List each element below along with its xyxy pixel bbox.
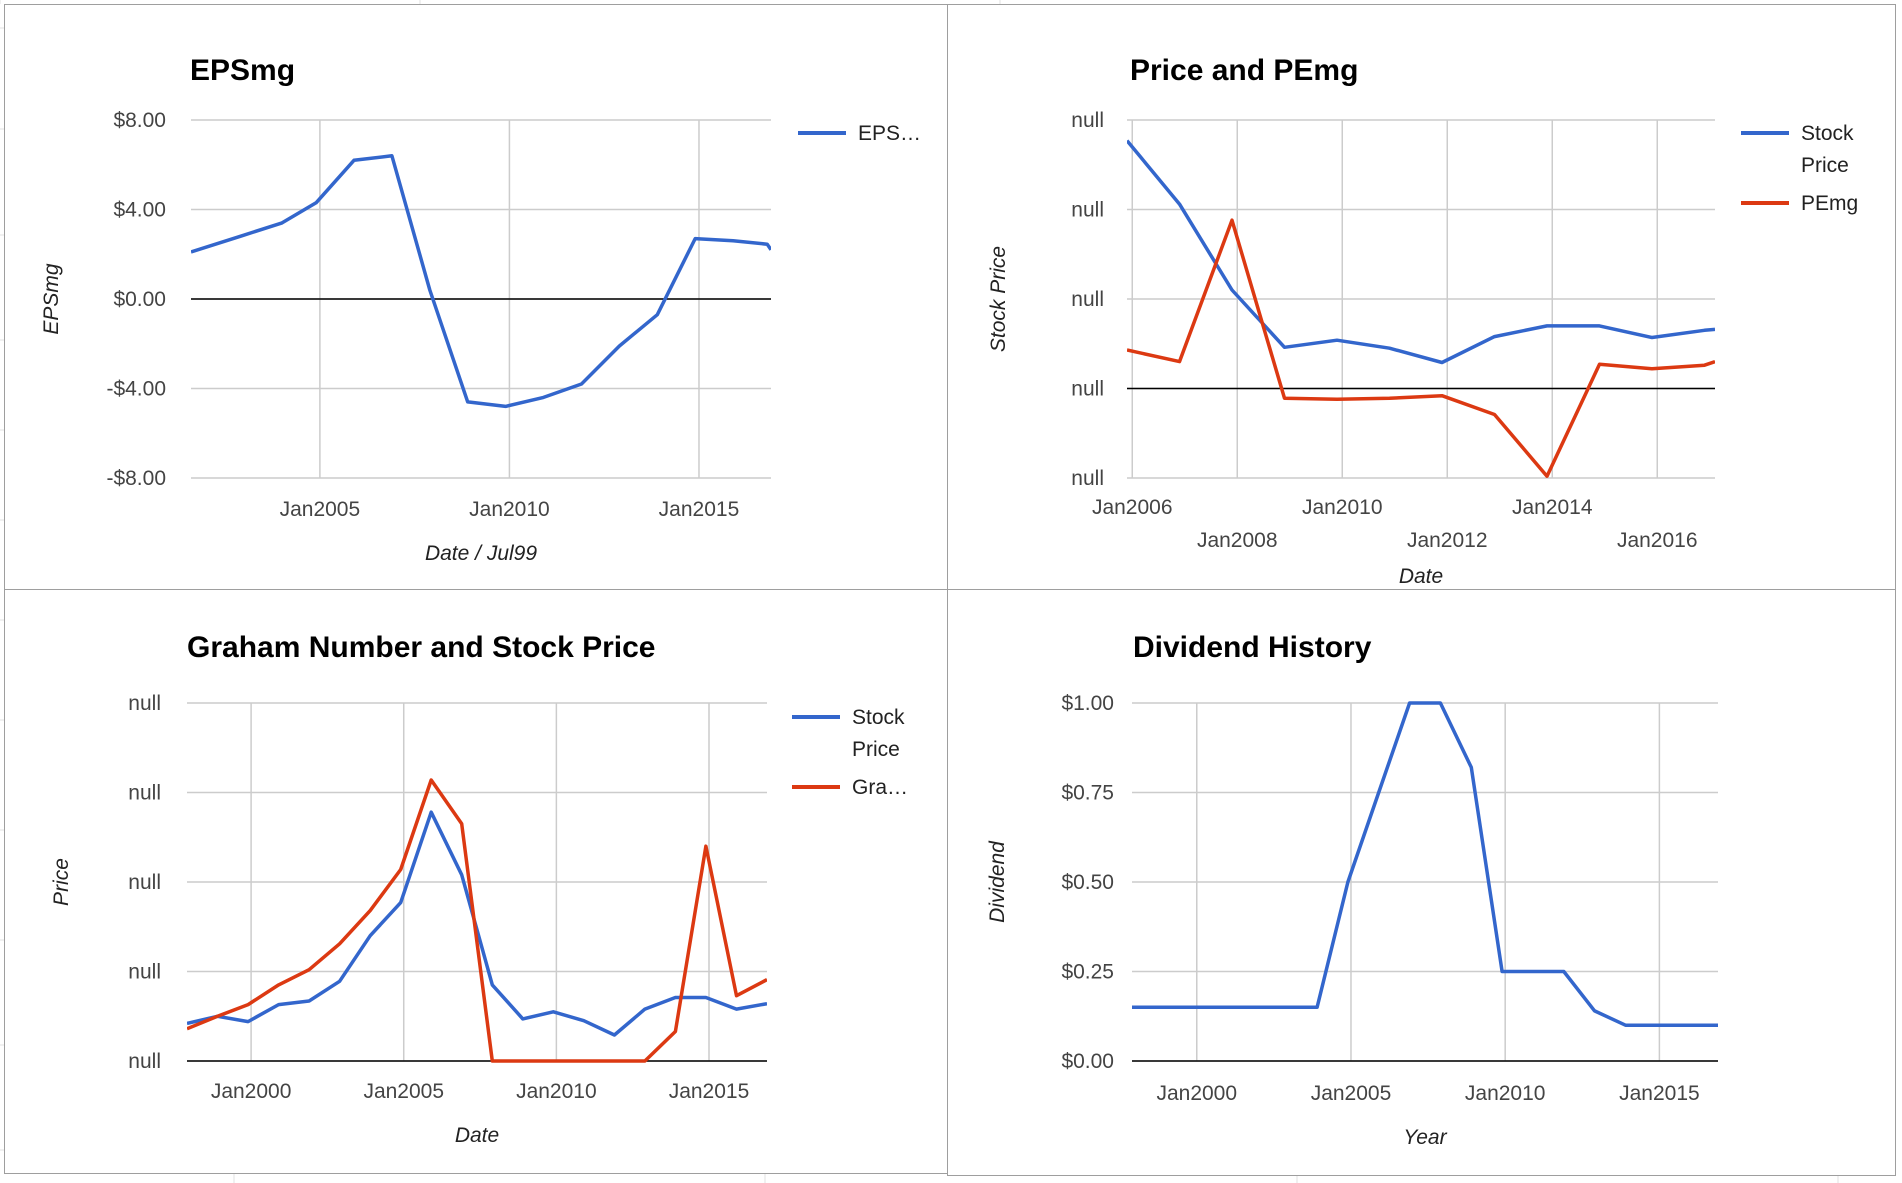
x-tick-label: Jan2010 — [1465, 1082, 1546, 1105]
chart-panel-graham-number[interactable]: Graham Number and Stock Price null null nul… — [4, 589, 948, 1174]
x-tick-label: Jan2014 — [1512, 496, 1593, 519]
x-tick-label: Jan2010 — [516, 1080, 597, 1103]
chart-epsmg: EPSmg $8.00 $4.00 $0.00 -$4.00 -$8.00 Jan2005 J… — [40, 54, 921, 565]
y-tick-label: null — [128, 871, 161, 894]
chart-panel-dividend-history[interactable]: Dividend History $1.00 $0.75 $0.50 $0.25 $0.0… — [947, 589, 1896, 1176]
y-tick-label: $0.00 — [1061, 1050, 1114, 1073]
x-tick-label: Jan2010 — [469, 498, 550, 521]
x-tick-label: Jan2005 — [1311, 1082, 1392, 1105]
x-axis-title: Date — [1399, 565, 1443, 588]
y-tick-label: null — [1071, 378, 1104, 401]
legend-label: PEmg — [1801, 192, 1858, 215]
series-line-1 — [1127, 139, 1715, 365]
chart-panel-price-and-pemg[interactable]: Price and PEmg null null null null null Jan200… — [947, 4, 1896, 590]
series-line-1 — [191, 154, 771, 409]
y-axis-title: Price — [50, 858, 73, 906]
x-axis-title: Date / Jul99 — [425, 542, 537, 565]
chart-title: Dividend History — [1133, 631, 1372, 664]
x-tick-label: Jan2016 — [1617, 529, 1698, 552]
series-line-2 — [187, 778, 767, 1063]
x-tick-label: Jan2012 — [1407, 529, 1488, 552]
x-tick-label: Jan2015 — [659, 498, 740, 521]
legend-label: Stock Price — [1801, 122, 1854, 177]
x-tick-label: Jan2005 — [280, 498, 361, 521]
y-tick-label: $0.25 — [1061, 961, 1114, 984]
y-tick-label: $1.00 — [1061, 692, 1114, 715]
series-line-1 — [1132, 701, 1718, 1027]
y-tick-label: -$8.00 — [106, 467, 166, 490]
y-axis-title: Dividend — [986, 840, 1009, 923]
x-tick-label: Jan2000 — [1156, 1082, 1237, 1105]
y-tick-label: $0.75 — [1061, 782, 1114, 805]
legend-label: EPS… — [858, 122, 921, 145]
y-tick-label: $0.00 — [113, 288, 166, 311]
x-tick-label: Jan2006 — [1092, 496, 1173, 519]
y-tick-label: -$4.00 — [106, 378, 166, 401]
x-tick-label: Jan2000 — [211, 1080, 292, 1103]
chart-title: EPSmg — [190, 54, 295, 87]
x-tick-label: Jan2015 — [1619, 1082, 1700, 1105]
y-tick-label: null — [128, 692, 161, 715]
y-tick-label: null — [128, 961, 161, 984]
chart-graham-number-and-stock-price: Graham Number and Stock Price null null nul… — [50, 631, 908, 1147]
legend-label: Gra… — [852, 776, 908, 799]
y-axis-title: Stock Price — [987, 246, 1010, 352]
y-tick-label: null — [128, 1050, 161, 1073]
y-tick-label: null — [1071, 288, 1104, 311]
x-axis-title: Year — [1403, 1126, 1447, 1149]
x-tick-label: Jan2015 — [669, 1080, 750, 1103]
x-axis-title: Date — [455, 1124, 499, 1147]
y-tick-label: null — [1071, 109, 1104, 132]
y-tick-label: null — [1071, 467, 1104, 490]
chart-title: Graham Number and Stock Price — [187, 631, 656, 664]
x-tick-label: Jan2008 — [1197, 529, 1278, 552]
y-tick-label: null — [1071, 199, 1104, 222]
y-tick-label: null — [128, 782, 161, 805]
chart-title: Price and PEmg — [1130, 54, 1358, 87]
chart-dividend-history: Dividend History $1.00 $0.75 $0.50 $0.25 $0.0… — [986, 631, 1718, 1149]
chart-price-and-pemg: Price and PEmg null null null null null Jan200… — [987, 54, 1858, 588]
y-axis-title: EPSmg — [40, 263, 63, 335]
x-tick-label: Jan2005 — [363, 1080, 444, 1103]
x-tick-label: Jan2010 — [1302, 496, 1383, 519]
legend-label: Stock Price — [852, 706, 905, 761]
chart-panel-epsmg[interactable]: EPSmg $8.00 $4.00 $0.00 -$4.00 -$8.00 Jan2005 J… — [4, 4, 948, 590]
y-tick-label: $8.00 — [113, 109, 166, 132]
series-line-2 — [1127, 218, 1715, 478]
y-tick-label: $0.50 — [1061, 871, 1114, 894]
y-tick-label: $4.00 — [113, 199, 166, 222]
